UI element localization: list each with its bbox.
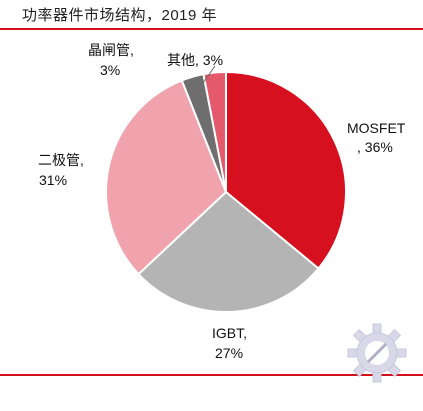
pie-slice-mosfet: [225, 70, 347, 270]
footer-rule: [0, 374, 423, 376]
pie-slices: [104, 70, 347, 314]
pie-slice-other: [202, 70, 227, 193]
chart-title: 功率器件市场结构，2019 年: [22, 7, 218, 24]
label-igbt-name: IGBT,: [212, 325, 247, 341]
label-igbt-value: 27%: [215, 345, 243, 361]
title-rule: [0, 28, 423, 30]
label-other: 其他, 3%: [167, 52, 223, 68]
leader-line-other: [202, 65, 216, 84]
label-other-name: 其他: [167, 52, 195, 68]
label-thyristor-value: 3%: [100, 62, 120, 78]
label-diode-value: 31%: [39, 172, 67, 188]
label-other-value: , 3%: [195, 52, 223, 68]
label-diode-name: 二极管,: [38, 152, 84, 168]
gear-logo-icon: [347, 323, 407, 383]
label-thyristor-name: 晶闸管,: [88, 42, 134, 58]
pie-slice-igbt: [137, 190, 320, 314]
label-mosfet-name: MOSFET: [347, 120, 406, 136]
pie-slice-diode: [104, 79, 228, 276]
label-mosfet-value: , 36%: [357, 139, 393, 155]
